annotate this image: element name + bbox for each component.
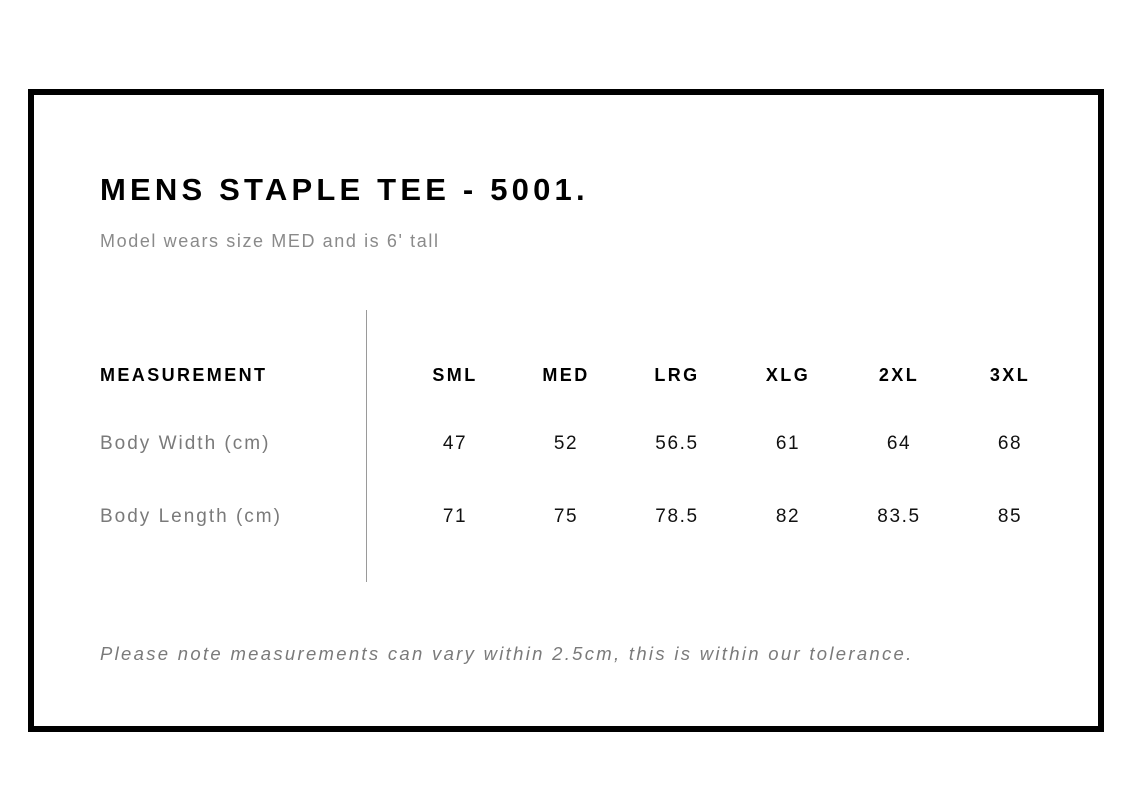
row-label: Body Length (cm) [100, 506, 282, 527]
table-cell: 75 [553, 506, 579, 527]
size-header-xlg: XLG [765, 365, 811, 385]
table-cell: 78.5 [655, 506, 699, 527]
table-cell: 85 [997, 506, 1023, 527]
size-chart-frame [28, 89, 1104, 732]
column-divider [366, 310, 367, 582]
table-cell: 56.5 [655, 433, 699, 454]
table-cell: 82 [775, 506, 801, 527]
tolerance-note: Please note measurements can vary within… [100, 643, 914, 664]
table-cell: 83.5 [877, 506, 921, 527]
size-header-med: MED [542, 365, 590, 385]
table-cell: 64 [886, 433, 912, 454]
page-title: MENS STAPLE TEE - 5001. [100, 172, 589, 207]
row-label: Body Width (cm) [100, 433, 271, 454]
model-info: Model wears size MED and is 6' tall [100, 231, 440, 251]
size-header-lrg: LRG [654, 365, 700, 385]
measurement-header: MEASUREMENT [100, 365, 268, 385]
size-header-3xl: 3XL [989, 365, 1031, 385]
table-cell: 68 [997, 433, 1023, 454]
table-cell: 71 [442, 506, 468, 527]
table-cell: 52 [553, 433, 579, 454]
table-cell: 61 [775, 433, 801, 454]
table-cell: 47 [442, 433, 468, 454]
size-header-2xl: 2XL [878, 365, 920, 385]
size-header-sml: SML [432, 365, 478, 385]
